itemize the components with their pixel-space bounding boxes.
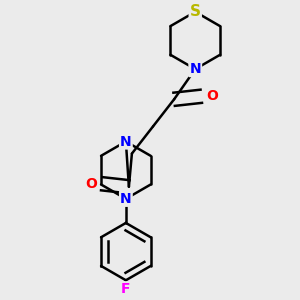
Text: N: N	[189, 62, 201, 76]
Text: S: S	[190, 4, 201, 19]
Text: N: N	[120, 134, 132, 148]
Text: N: N	[120, 192, 132, 206]
Text: O: O	[85, 177, 97, 191]
Text: O: O	[206, 89, 218, 103]
Text: F: F	[121, 282, 130, 296]
